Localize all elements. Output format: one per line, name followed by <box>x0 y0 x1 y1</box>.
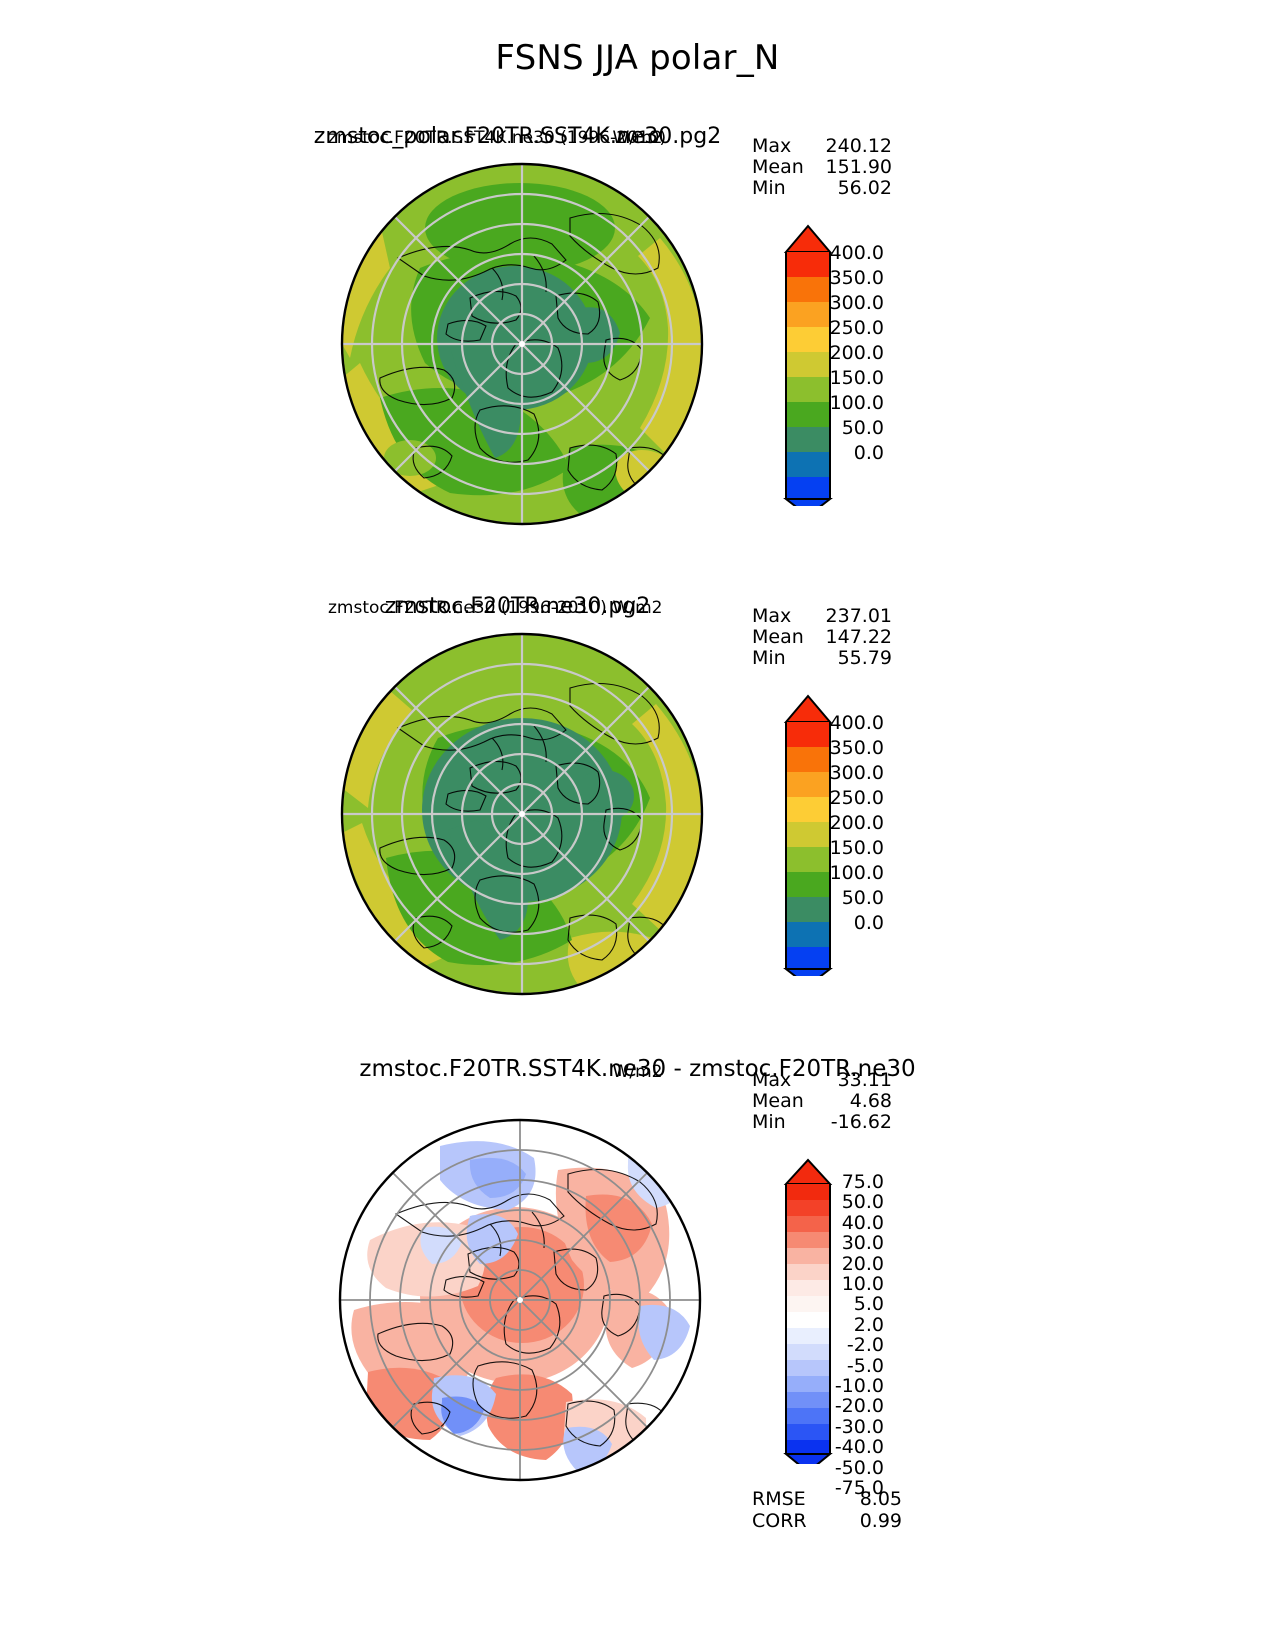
panel-3-colorbar <box>783 1158 833 1464</box>
cbar-tick: -10.0 <box>834 1375 884 1398</box>
cbar-tick: 400.0 <box>829 242 884 264</box>
cbar-tick: 100.0 <box>829 862 884 884</box>
cbar-tick: 50.0 <box>841 417 884 439</box>
stat-mean-value: 147.22 <box>825 626 892 648</box>
panel-1-stats: Max 240.12 Mean 151.90 Min 56.02 <box>752 136 892 199</box>
panel-2-titles: zmstoc.F20TR.ne30 (1996-2010) zmstoc.F20… <box>0 594 1275 624</box>
panel-2-center-label: zmstoc.F20TR.ne30.pg2 <box>384 594 651 619</box>
panel-2-case-label: zmstoc.F20TR.ne30 (1996-2010) <box>328 598 607 618</box>
stat-max-key: Max <box>752 1069 792 1091</box>
cbar-tick: 30.0 <box>841 1232 884 1255</box>
stat-min-value: 55.79 <box>837 647 892 669</box>
panel-3-stats: Max 33.11 Mean 4.68 Min -16.62 <box>752 1070 892 1133</box>
cbar-tick: 50.0 <box>841 887 884 909</box>
cbar-tick: 2.0 <box>853 1313 884 1336</box>
panel-3-titles: zmstoc.F20TR.SST4K.ne30 - zmstoc.F20TR.n… <box>0 1056 1275 1088</box>
page-title: FSNS JJA polar_N <box>495 38 780 78</box>
cbar-tick: 10.0 <box>841 1273 884 1296</box>
cbar-tick: -5.0 <box>846 1354 884 1377</box>
cbar-tick: -20.0 <box>834 1395 884 1418</box>
panel-3-polar-map <box>338 1118 702 1482</box>
cbar-tick: 350.0 <box>829 737 884 759</box>
cbar-tick: -40.0 <box>834 1436 884 1459</box>
stat-mean-key: Mean <box>752 156 804 178</box>
cbar-tick: 350.0 <box>829 267 884 289</box>
panel-1-titles: zmstoc.F20TR.SST4K.ne30 (1996-2010) zmst… <box>0 124 1275 154</box>
stat-mean-key: Mean <box>752 626 804 648</box>
cbar-tick: 0.0 <box>853 912 884 934</box>
cbar-tick: 250.0 <box>829 317 884 339</box>
stat-mean-value: 4.68 <box>849 1090 892 1112</box>
cbar-tick: 20.0 <box>841 1252 884 1275</box>
cbar-tick: 100.0 <box>829 392 884 414</box>
rmse-key: RMSE <box>752 1488 806 1510</box>
cbar-tick: -2.0 <box>846 1334 884 1357</box>
panel-1-case-label: zmstoc.F20TR.SST4K.ne30 (1996-2010) <box>328 128 667 148</box>
stat-max-key: Max <box>752 605 792 627</box>
stat-min-key: Min <box>752 1111 786 1133</box>
corr-value: 0.99 <box>859 1510 902 1532</box>
panel-3-colorbar-labels: 75.0 50.0 40.0 30.0 20.0 10.0 5.0 2.0 -2… <box>800 1172 884 1499</box>
cbar-tick: -75.0 <box>834 1477 884 1500</box>
panel-2-colorbar <box>783 694 833 976</box>
cbar-tick: 0.0 <box>853 442 884 464</box>
panel-2-units-label: W/m2 <box>612 598 663 618</box>
panel-3-case-label: zmstoc.F20TR.SST4K.ne30 - zmstoc.F20TR.n… <box>359 1056 916 1082</box>
cbar-tick: -30.0 <box>834 1415 884 1438</box>
stat-max-value: 240.12 <box>825 135 892 157</box>
panel-1-center-label: zmstoc_polar.F20TR.SST4K.ne30.pg2 <box>313 124 722 149</box>
panel-2-stats: Max 237.01 Mean 147.22 Min 55.79 <box>752 606 892 669</box>
stat-max-value: 33.11 <box>837 1069 892 1091</box>
stat-min-key: Min <box>752 647 786 669</box>
cbar-tick: 300.0 <box>829 762 884 784</box>
rmse-value: 8.05 <box>859 1488 902 1510</box>
cbar-tick: 75.0 <box>841 1171 884 1193</box>
panel-1-units-label: W/m2 <box>612 128 663 148</box>
cbar-tick: 40.0 <box>841 1211 884 1234</box>
panel-3-units-label: W/m2 <box>612 1062 663 1082</box>
panel-3-skill-stats: RMSE 8.05 CORR 0.99 <box>752 1488 902 1532</box>
corr-key: CORR <box>752 1510 807 1532</box>
cbar-tick: 150.0 <box>829 837 884 859</box>
stat-mean-key: Mean <box>752 1090 804 1112</box>
panel-2-polar-map <box>340 632 704 996</box>
panel-1-polar-map <box>340 162 704 526</box>
cbar-tick: 150.0 <box>829 367 884 389</box>
cbar-tick: 400.0 <box>829 712 884 734</box>
stat-min-key: Min <box>752 177 786 199</box>
cbar-tick: 5.0 <box>853 1293 884 1316</box>
cbar-tick: 200.0 <box>829 812 884 834</box>
cbar-tick: 250.0 <box>829 787 884 809</box>
cbar-tick: 200.0 <box>829 342 884 364</box>
stat-max-value: 237.01 <box>825 605 892 627</box>
stat-min-value: 56.02 <box>837 177 892 199</box>
panel-2-colorbar-labels: 400.0 350.0 300.0 250.0 200.0 150.0 100.… <box>806 711 884 936</box>
cbar-tick: 300.0 <box>829 292 884 314</box>
stat-mean-value: 151.90 <box>825 156 892 178</box>
stat-max-key: Max <box>752 135 792 157</box>
cbar-tick: 50.0 <box>841 1191 884 1214</box>
stat-min-value: -16.62 <box>830 1111 892 1133</box>
panel-1-colorbar <box>783 224 833 506</box>
cbar-tick: -50.0 <box>834 1456 884 1479</box>
panel-1-colorbar-labels: 400.0 350.0 300.0 250.0 200.0 150.0 100.… <box>806 241 884 466</box>
